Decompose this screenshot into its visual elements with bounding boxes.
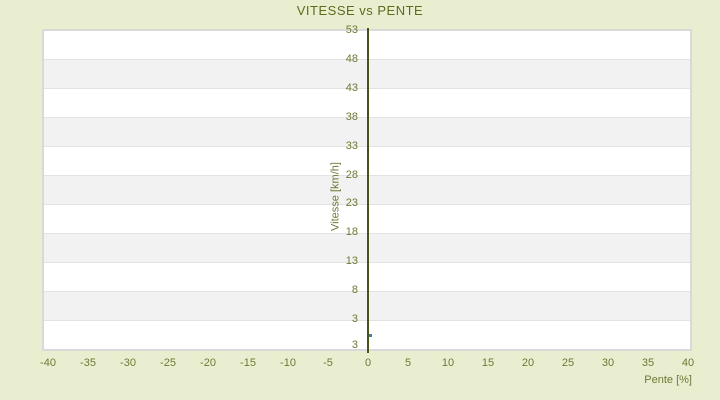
- y-tick-label: 8: [351, 284, 358, 297]
- x-tick-label: 25: [561, 357, 575, 369]
- x-tick-label: -35: [80, 357, 96, 369]
- y-tick-label: 3: [351, 313, 358, 326]
- y-tick-label: 43: [345, 81, 358, 94]
- y-tick-label: 38: [345, 110, 358, 123]
- x-tick-label: 15: [481, 357, 495, 369]
- y-tick-label: 48: [345, 52, 358, 65]
- x-tick-label: 0: [364, 357, 372, 369]
- x-tick-label: -20: [200, 357, 216, 369]
- x-axis-title: Pente [%]: [644, 374, 692, 386]
- x-tick-label: 5: [404, 357, 412, 369]
- x-tick-label: 20: [521, 357, 535, 369]
- chart-title: VITESSE vs PENTE: [296, 3, 424, 18]
- y-tick-label: 3: [351, 339, 358, 351]
- x-tick-label: 40: [681, 357, 695, 369]
- x-tick-label: -40: [40, 357, 56, 369]
- x-tick-label: 35: [641, 357, 655, 369]
- x-tick-label: 30: [601, 357, 615, 369]
- data-point: [368, 333, 372, 337]
- x-tick-label: -5: [323, 357, 333, 369]
- x-tick-label: -10: [280, 357, 296, 369]
- y-tick-label: 23: [345, 197, 358, 210]
- y-tick-label: 18: [345, 226, 358, 239]
- y-tick-label: 53: [345, 24, 358, 36]
- x-tick-label: -15: [240, 357, 256, 369]
- zero-axis-line: [367, 28, 369, 353]
- x-tick-label: -30: [120, 357, 136, 369]
- x-tick-label: 10: [441, 357, 455, 369]
- y-tick-label: 13: [345, 255, 358, 268]
- x-tick-label: -25: [160, 357, 176, 369]
- y-tick-label: 28: [345, 168, 358, 181]
- y-tick-label: 33: [345, 139, 358, 152]
